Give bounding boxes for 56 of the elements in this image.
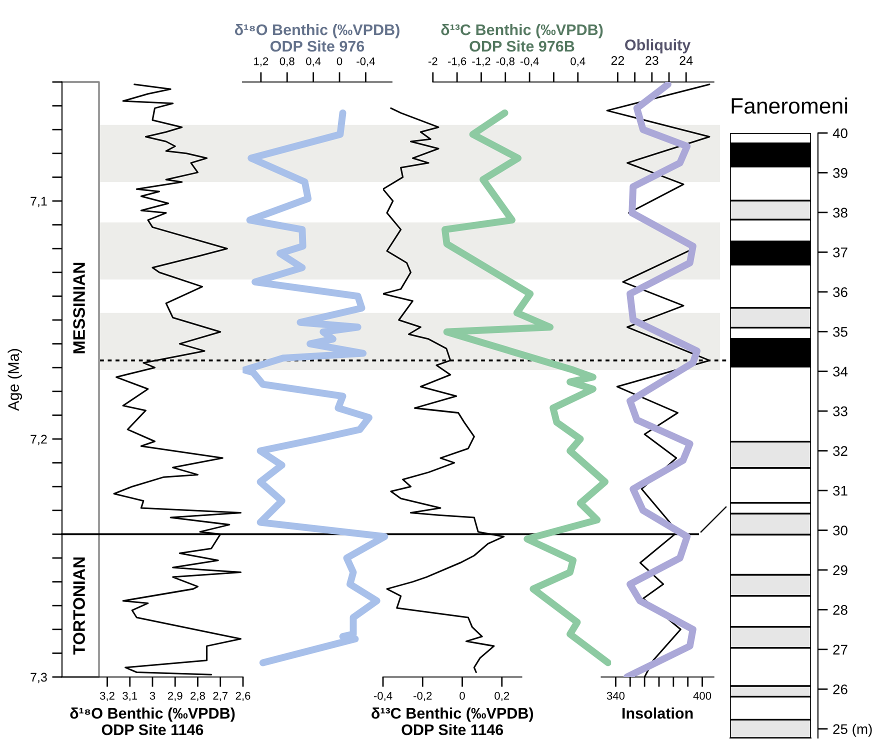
y-tick-label: 38 xyxy=(833,208,848,218)
y-tick-label: 39 xyxy=(833,168,848,178)
x-axis-title: δ¹⁸O Benthic (‰VPDB) ODP Site 976 xyxy=(234,24,400,52)
x-tick-label: 3 xyxy=(150,692,156,700)
y-tick-label: 25 (m) xyxy=(833,724,872,737)
y-tick-label: 26 xyxy=(833,684,848,694)
y-tick-label: 30 xyxy=(833,526,848,536)
x-tick-label: -0,2 xyxy=(414,692,432,702)
x2-axis-title: Obliquity xyxy=(625,39,691,54)
y-tick-label: 27 xyxy=(833,644,848,654)
y-tick-label: 31 xyxy=(833,486,848,496)
x2-tick-label: 24 xyxy=(680,56,693,65)
x-tick-label: 2,7 xyxy=(213,692,228,702)
x-tick-label: -0,4 xyxy=(520,57,539,67)
x-tick-label: 0,8 xyxy=(280,57,294,67)
annotation: TORTONIAN xyxy=(73,557,85,655)
y-tick-label: 29 xyxy=(833,565,848,576)
x-tick-label: 340 xyxy=(606,692,625,700)
y-tick-label: 35 xyxy=(833,326,848,337)
x-tick-label: -1,6 xyxy=(448,57,466,67)
x-axis-title: δ¹³C Benthic (‰VPDB) ODP Site 1146 xyxy=(372,707,534,736)
y-axis-title: Age (Ma) xyxy=(8,349,22,411)
x-tick-label: 0 xyxy=(336,57,342,66)
y-tick-label: 34 xyxy=(833,366,848,377)
y-tick-label: 32 xyxy=(833,446,848,456)
x-tick-label: 2,9 xyxy=(168,692,182,702)
y-tick-label: 7,1 xyxy=(30,196,47,208)
x-tick-label: -0,4 xyxy=(356,57,375,67)
x-tick-label: 1,2 xyxy=(254,57,268,67)
chart-title: Faneromeni xyxy=(732,97,848,114)
x-axis-title: δ¹⁸O Benthic (‰VPDB) ODP Site 1146 xyxy=(70,707,235,736)
x2-tick-label: 23 xyxy=(646,56,658,65)
y-tick-label: 28 xyxy=(833,605,848,615)
x-tick-label: 3,1 xyxy=(122,692,138,702)
x-tick-label: -1,2 xyxy=(472,57,490,67)
x-tick-label: 0 xyxy=(460,692,465,700)
y-tick-label: 37 xyxy=(833,248,848,258)
y-tick-label: 33 xyxy=(833,406,848,416)
x-tick-label: 2,8 xyxy=(190,692,205,702)
y-tick-label: 7,3 xyxy=(30,672,47,684)
y-tick-label: 7,2 xyxy=(30,434,47,446)
x-tick-label: 0,2 xyxy=(494,692,510,702)
y-tick-label: 36 xyxy=(833,287,848,298)
x-axis-title: Insolation xyxy=(622,707,693,719)
x-tick-label: -2 xyxy=(428,57,438,66)
x-tick-label: -0,4 xyxy=(374,692,392,702)
x-tick-label: 0,4 xyxy=(570,57,586,67)
x2-tick-label: 22 xyxy=(611,56,624,65)
x-axis-title: δ¹³C Benthic (‰VPDB) ODP Site 976B xyxy=(441,24,603,52)
y-tick-label: 40 xyxy=(832,128,848,138)
x-tick-label: 400 xyxy=(693,692,712,700)
x-tick-label: 2,6 xyxy=(236,692,250,702)
x-tick-label: 0,4 xyxy=(306,57,321,67)
x-tick-label: -0,8 xyxy=(496,57,514,67)
annotation: MESSINIAN xyxy=(73,262,85,354)
x-tick-label: 3,2 xyxy=(100,692,114,702)
